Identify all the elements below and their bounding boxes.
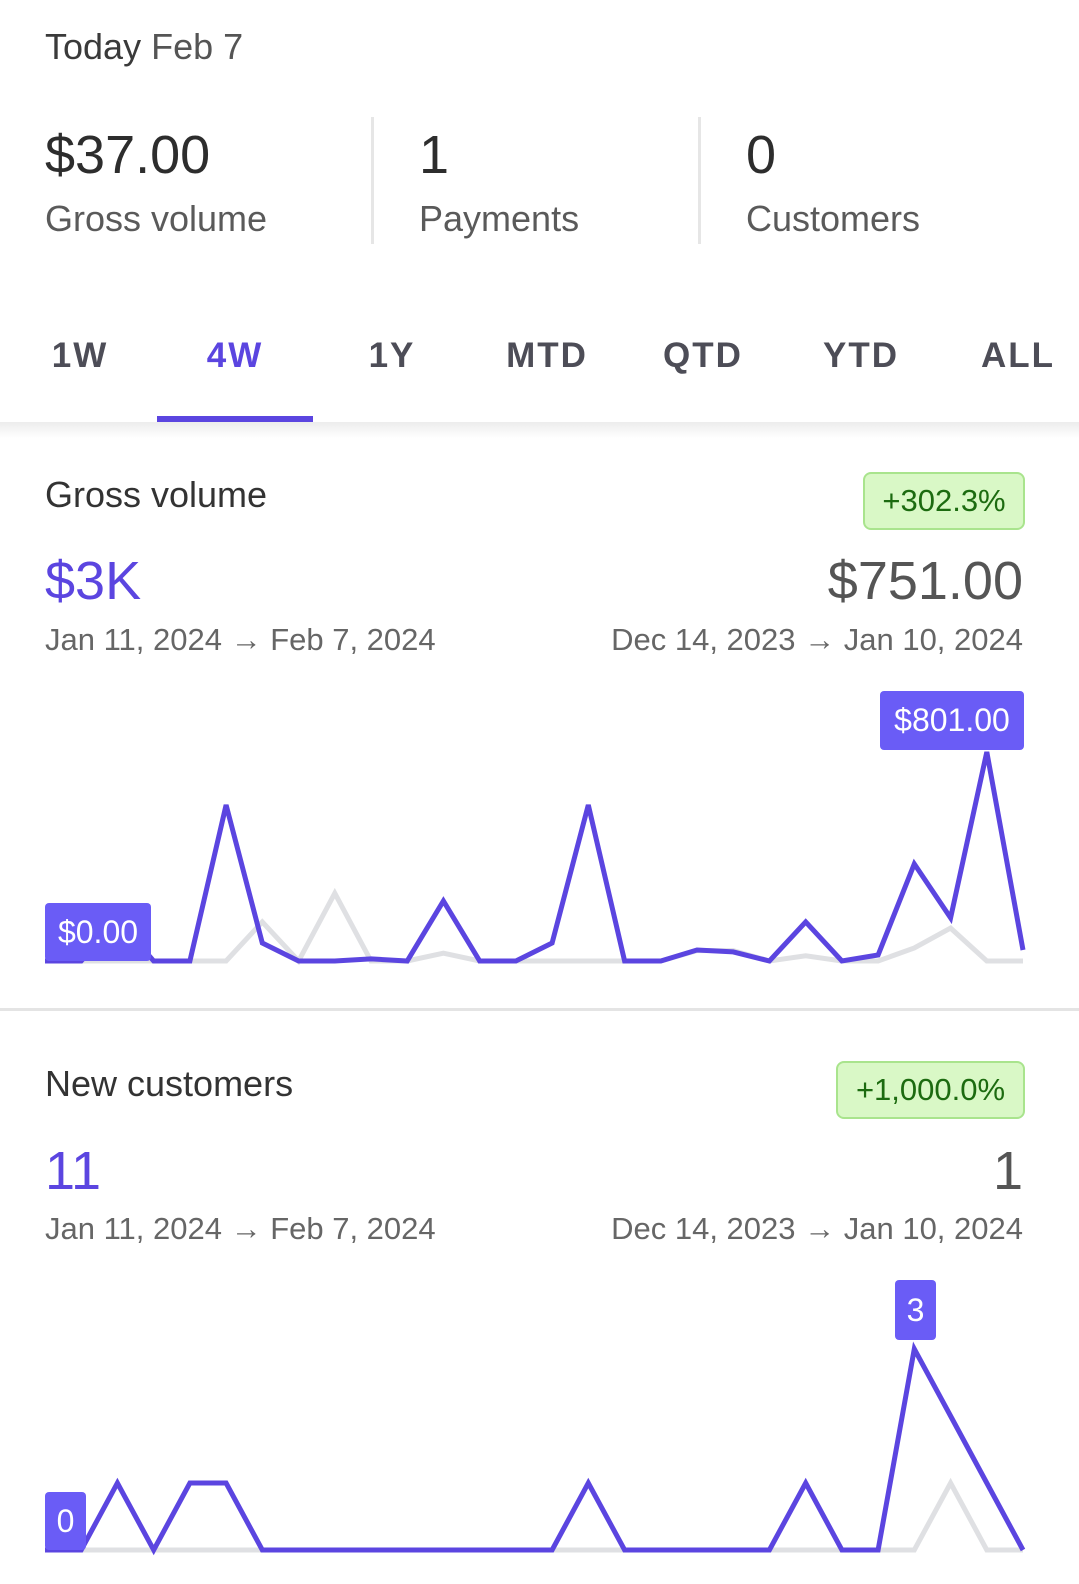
- stat-customers-value: 0: [746, 125, 777, 185]
- new-customers-change-badge: +1,000.0%: [836, 1061, 1025, 1119]
- new-customers-max-label: 3: [895, 1280, 936, 1340]
- stat-gross-volume-label: Gross volume: [45, 198, 268, 239]
- tab-qtd[interactable]: QTD: [663, 336, 743, 375]
- tab-1y[interactable]: 1Y: [368, 336, 416, 375]
- divider: [698, 117, 701, 244]
- tab-ytd[interactable]: YTD: [823, 336, 899, 375]
- today-header: Today Feb 7: [45, 26, 243, 68]
- stat-gross-volume-value: $37.00: [45, 125, 211, 185]
- stat-customers-label: Customers: [746, 198, 921, 239]
- today-label: Today: [45, 26, 142, 67]
- gross-volume-previous-series-line: [45, 887, 1023, 966]
- new-customers-current-series-line: [45, 1341, 1026, 1556]
- stat-payments-label: Payments: [419, 198, 580, 239]
- stat-payments-value: 1: [419, 125, 450, 185]
- period-tabs: 1W 4W 1Y MTD QTD YTD ALL: [0, 300, 1079, 422]
- gross-volume-min-label: $0.00: [45, 903, 151, 961]
- tab-4w[interactable]: 4W: [206, 336, 264, 375]
- gross-volume-current: $3K: [45, 551, 142, 611]
- gross-volume-previous: $751.00: [827, 551, 1023, 611]
- new-customers-previous-range: Dec 14, 2023 → Jan 10, 2024: [611, 1211, 1023, 1246]
- tabs-shadow: [0, 422, 1079, 438]
- gross-volume-title: Gross volume: [45, 474, 268, 515]
- tab-mtd[interactable]: MTD: [506, 336, 588, 375]
- active-tab-indicator: [157, 416, 313, 422]
- new-customers-min-label: 0: [45, 1492, 86, 1550]
- gross-volume-current-range: Jan 11, 2024 → Feb 7, 2024: [45, 622, 436, 657]
- gross-volume-previous-range: Dec 14, 2023 → Jan 10, 2024: [611, 622, 1023, 657]
- new-customers-previous: 1: [992, 1141, 1023, 1201]
- gross-volume-current-series-line: [45, 751, 1026, 964]
- gross-volume-change-badge: +302.3%: [863, 472, 1025, 530]
- new-customers-previous-series-line: [45, 1477, 1023, 1553]
- divider: [371, 117, 374, 244]
- new-customers-current-range: Jan 11, 2024 → Feb 7, 2024: [45, 1211, 436, 1246]
- gross-volume-max-label: $801.00: [880, 691, 1024, 750]
- tab-all[interactable]: ALL: [980, 336, 1056, 375]
- tab-1w[interactable]: 1W: [51, 336, 109, 375]
- new-customers-current: 11: [45, 1141, 102, 1201]
- today-date: Feb 7: [151, 26, 244, 67]
- new-customers-title: New customers: [45, 1063, 294, 1104]
- section-divider: [0, 1008, 1079, 1011]
